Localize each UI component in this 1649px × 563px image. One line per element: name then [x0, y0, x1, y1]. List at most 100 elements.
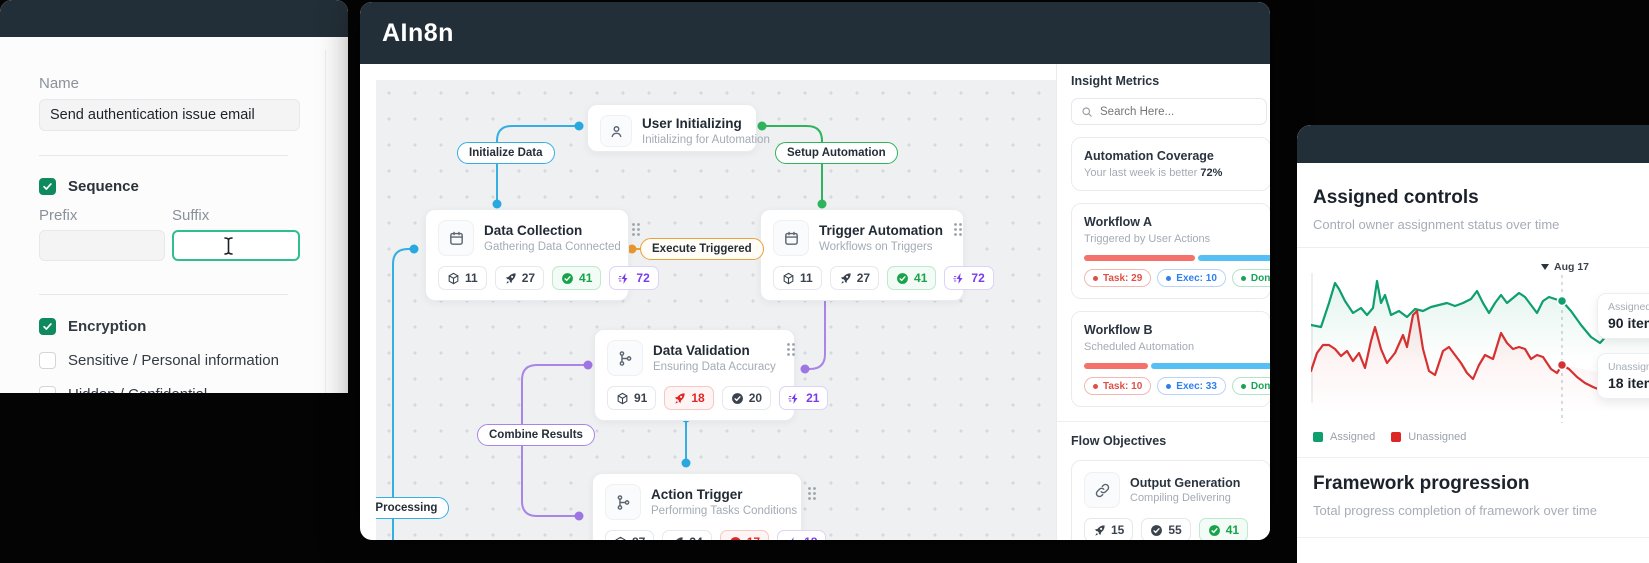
stat-value: 11: [800, 271, 813, 285]
workflow-subtitle: Triggered by User Actions: [1084, 233, 1211, 245]
sequence-checkbox[interactable]: [39, 178, 56, 195]
panel-scroll-track[interactable]: [325, 50, 326, 393]
node-header: User Initializing Initializing for Automa…: [588, 105, 770, 151]
form-panel-header: [0, 0, 348, 37]
workflow-window: AIn8n User Initializing In: [360, 2, 1270, 540]
node-subtitle: Workflows on Triggers: [819, 241, 933, 254]
stat-chip-rocket: 27: [494, 266, 545, 290]
objective-title: Output Generation: [1130, 476, 1241, 490]
node-header: Action Trigger Performing Tasks Condition…: [593, 474, 817, 524]
sequence-label: Sequence: [68, 178, 139, 195]
rocket-icon: [504, 272, 517, 285]
sensitive-label: Sensitive / Personal information: [68, 352, 279, 369]
node-text: Trigger Automation Workflows on Triggers: [819, 223, 943, 254]
sensitive-checkbox[interactable]: [39, 352, 56, 369]
divider: [1297, 457, 1649, 458]
node-title: Data Collection: [484, 222, 583, 238]
node-subtitle: Performing Tasks Conditions: [651, 505, 798, 518]
branch-icon: [605, 484, 641, 520]
node-data-collection[interactable]: Data Collection Gathering Data Connected 1…: [425, 209, 659, 301]
edge-label-setup-automation[interactable]: Setup Automation: [775, 142, 898, 164]
badge-green: Done: 1: [1231, 269, 1270, 287]
node-title: Trigger Automation: [819, 222, 943, 238]
node-header: Data Validation Ensuring Data Accuracy: [595, 330, 796, 380]
node-title: User Initializing: [642, 115, 742, 131]
hidden-checkbox[interactable]: [39, 386, 56, 393]
stat-value: 41: [914, 271, 928, 285]
stat-chip-rocket: 15: [1084, 518, 1134, 540]
objective-card[interactable]: Output Generation Compiling Delivering 15 5…: [1071, 460, 1270, 540]
name-input[interactable]: [39, 99, 300, 131]
objective-subtitle: Compiling Delivering: [1130, 492, 1231, 504]
stat-chip-cube: 11: [773, 266, 822, 290]
node-data-validation[interactable]: Data Validation Ensuring Data Accuracy 91 1…: [594, 329, 829, 421]
node-action-trigger[interactable]: Action Trigger Performing Tasks Condition…: [592, 473, 827, 540]
stat-value: 11: [465, 271, 478, 285]
cube-icon: [614, 536, 627, 540]
bar-segment: [1198, 255, 1270, 261]
prefix-input[interactable]: [39, 230, 165, 261]
prefix-label: Prefix: [39, 207, 78, 224]
stat-chip-zap: 18: [777, 530, 827, 540]
drag-handle-icon[interactable]: [786, 340, 796, 362]
workflow-card[interactable]: Workflow A Triggered by User Actions Task:…: [1071, 203, 1270, 299]
legend-item: Unassigned: [1391, 431, 1466, 443]
unassigned-callout: Unassigned 18 items: [1597, 353, 1649, 399]
drag-handle-icon[interactable]: [807, 484, 817, 506]
search-box[interactable]: [1071, 98, 1267, 125]
edge-label-ct-processing[interactable]: ct Processing: [376, 497, 450, 519]
rocket-icon: [839, 272, 852, 285]
encryption-checkbox[interactable]: [39, 318, 56, 335]
encryption-checkbox-row[interactable]: Encryption: [39, 318, 146, 335]
check-icon: [731, 392, 744, 405]
bar-segment: [1084, 255, 1196, 261]
drag-handle-icon[interactable]: [631, 220, 641, 242]
form-panel: Name Sequence Prefix Suffix Encryption S…: [0, 0, 348, 393]
workflow-progress-bar: [1084, 255, 1270, 261]
stat-chip-zap: 72: [609, 266, 659, 290]
edge-label-execute-triggered[interactable]: Execute Triggered: [640, 238, 764, 260]
search-input[interactable]: [1100, 105, 1257, 118]
objective-stats-row: 15 55 41: [1084, 518, 1258, 540]
legend-item: Assigned: [1313, 431, 1375, 443]
workflow-title: Workflow B: [1084, 323, 1153, 337]
sensitive-checkbox-row[interactable]: Sensitive / Personal information: [39, 352, 279, 369]
workflow-canvas[interactable]: User Initializing Initializing for Automa…: [376, 80, 1056, 540]
stat-chip-check: 17: [719, 530, 770, 540]
stat-value: 17: [747, 535, 760, 540]
node-user-initializing[interactable]: User Initializing Initializing for Automa…: [587, 104, 770, 152]
stat-chip-check: 41: [887, 266, 937, 290]
framework-progression-subtitle: Total progress completion of framework o…: [1313, 503, 1597, 518]
node-title: Data Validation: [653, 342, 750, 358]
workflow-badges: Task: 29 Exec: 10 Done: 1: [1084, 269, 1270, 287]
user-icon: [600, 115, 632, 147]
rocket-icon: [673, 392, 686, 405]
workflow-card[interactable]: Workflow B Scheduled Automation Task: 10 Ex…: [1071, 311, 1270, 407]
node-stats-row: 11 27 41 72: [761, 260, 994, 300]
stat-chip-check: 55: [1141, 518, 1191, 540]
coverage-subtitle: Your last week is better 72%: [1084, 167, 1223, 179]
node-subtitle: Gathering Data Connected: [484, 241, 621, 254]
zap-icon: [953, 272, 966, 285]
node-stats-row: 11 27 41 72: [426, 260, 659, 300]
objective-text: Output Generation Compiling Delivering: [1130, 476, 1240, 504]
zap-icon: [786, 536, 799, 540]
suffix-input[interactable]: [172, 230, 300, 261]
stat-chip-cube: 87: [605, 530, 655, 540]
workflow-progress-bar: [1084, 363, 1270, 369]
calendar-icon: [438, 220, 474, 256]
zap-icon: [788, 392, 801, 405]
automation-coverage-card[interactable]: Automation Coverage Your last week is be…: [1071, 137, 1270, 191]
badge-green: Done: 1: [1231, 377, 1270, 395]
badge-blue: Exec: 33: [1157, 377, 1226, 395]
analytics-panel: Assigned controls Control owner assignme…: [1297, 125, 1649, 563]
node-trigger-automation[interactable]: Trigger Automation Workflows on Triggers 1…: [760, 209, 994, 301]
link-icon: [1084, 472, 1120, 508]
edge-label-combine-results[interactable]: Combine Results: [477, 424, 595, 446]
node-text: User Initializing Initializing for Automa…: [642, 116, 770, 147]
edge-label-initialize-data[interactable]: Initialize Data: [457, 142, 555, 164]
sequence-checkbox-row[interactable]: Sequence: [39, 178, 139, 195]
stat-value: 20: [748, 391, 763, 405]
hidden-checkbox-row[interactable]: Hidden / Confidential: [39, 386, 207, 393]
drag-handle-icon[interactable]: [953, 220, 963, 242]
